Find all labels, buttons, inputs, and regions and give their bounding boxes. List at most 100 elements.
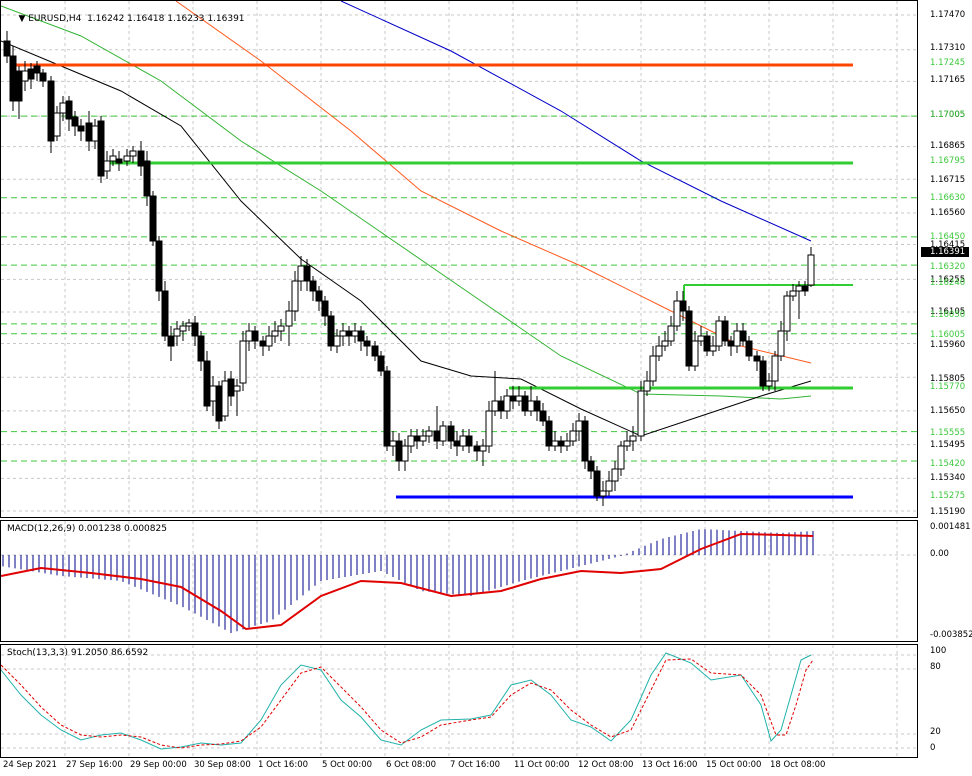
- macd-pane[interactable]: MACD(12,26,9) 0.001238 0.000825: [0, 520, 918, 642]
- ma-black-line: [1, 40, 812, 437]
- symbol-header: ▼ EURUSD,H4 1.16242 1.16418 1.16233 1.16…: [7, 4, 244, 34]
- candle-body: [491, 400, 499, 412]
- macd-signal-line: [1, 532, 814, 631]
- candle-body: [221, 380, 229, 417]
- level-label-1.17245: 1.17245: [930, 58, 966, 68]
- price-tick-label: 1.16865: [930, 141, 966, 151]
- candle-body: [575, 420, 583, 432]
- candle-body: [557, 440, 565, 447]
- price-tick-label: 1.17310: [930, 43, 966, 53]
- candle-body: [291, 280, 299, 312]
- level-label-1.16240: 1.16240: [930, 278, 966, 288]
- price-tick-label: 1.15805: [930, 374, 966, 384]
- candle-body: [327, 315, 335, 347]
- candle-body: [581, 420, 589, 462]
- price-tick-label: 1.16415: [930, 240, 966, 250]
- candle-body: [605, 480, 613, 492]
- level-label-1.16005: 1.16005: [930, 330, 966, 340]
- candle-body: [759, 360, 767, 387]
- candle-body: [439, 425, 447, 442]
- candle-body: [149, 195, 157, 242]
- candle-body: [545, 420, 553, 447]
- price-tick-label: 1.15960: [930, 340, 966, 350]
- candle-body: [233, 385, 241, 392]
- time-label: 12 Oct 08:00: [578, 760, 634, 770]
- stochastic-canvas[interactable]: [1, 645, 918, 758]
- candle-body: [777, 330, 785, 357]
- candle-body: [371, 345, 379, 357]
- candle-body: [47, 80, 55, 142]
- time-label: 5 Oct 00:00: [322, 760, 373, 770]
- candle-body: [563, 440, 571, 447]
- candle-body: [783, 295, 791, 332]
- candle-body: [297, 265, 305, 282]
- candle-body: [413, 435, 421, 442]
- candle-body: [339, 330, 347, 337]
- collapse-triangle-icon[interactable]: ▼: [18, 14, 29, 24]
- price-chart-canvas[interactable]: [1, 1, 918, 518]
- time-label: 1 Oct 16:00: [258, 760, 309, 770]
- candle-body: [179, 325, 187, 332]
- macd-axis-label: 0.001481: [930, 522, 971, 532]
- candle-body: [419, 435, 427, 442]
- macd-axis-label: -0.003852: [930, 630, 972, 640]
- candle-body: [433, 430, 441, 442]
- candle-body: [539, 410, 547, 422]
- candle-body: [789, 290, 797, 297]
- candle-body: [599, 490, 607, 497]
- candle-body: [611, 468, 619, 482]
- stochastic-main-line: [1, 652, 812, 750]
- candle-body: [191, 322, 199, 337]
- candle-body: [351, 330, 359, 337]
- macd-label: MACD(12,26,9) 0.001238 0.000825: [7, 524, 167, 534]
- candle-body: [3, 40, 11, 57]
- stoch-axis-label: 80: [930, 662, 941, 672]
- candle-body: [771, 355, 779, 382]
- candle-body: [363, 340, 371, 347]
- candle-body: [109, 155, 117, 162]
- candle-body: [383, 370, 391, 447]
- stochastic-pane[interactable]: Stoch(13,3,3) 91.2050 86.6592: [0, 644, 918, 758]
- candle-body: [503, 395, 511, 412]
- candle-body: [795, 285, 803, 292]
- candle-body: [569, 430, 577, 442]
- candle-body: [551, 440, 559, 447]
- time-label: 15 Oct 00:00: [706, 760, 762, 770]
- candle-body: [65, 100, 73, 120]
- candle-body: [27, 68, 35, 80]
- candle-body: [203, 360, 211, 407]
- level-label-1.15770: 1.15770: [930, 382, 966, 392]
- candle-body: [479, 445, 487, 452]
- ma-green-line: [1, 5, 812, 400]
- candle-body: [679, 300, 687, 312]
- price-chart-pane[interactable]: ▼ EURUSD,H4 1.16242 1.16418 1.16233 1.16…: [0, 0, 918, 518]
- candle-body: [533, 400, 541, 412]
- time-label: 13 Oct 16:00: [642, 760, 698, 770]
- candle-body: [357, 330, 365, 342]
- candle-body: [321, 300, 329, 317]
- candle-body: [465, 435, 473, 447]
- candle-body: [685, 310, 693, 367]
- stoch-axis-label: 20: [930, 727, 941, 737]
- level-label-1.16450: 1.16450: [930, 232, 966, 242]
- macd-canvas[interactable]: [1, 521, 918, 642]
- candle-body: [407, 435, 415, 447]
- candle-body: [745, 340, 753, 357]
- candle-body: [587, 460, 595, 472]
- price-tick-label: 1.15495: [930, 440, 966, 450]
- candle-body: [77, 125, 85, 132]
- candle-body: [285, 310, 293, 327]
- level-label-1.15555: 1.15555: [930, 428, 966, 438]
- candle-body: [215, 385, 223, 422]
- candle-body: [259, 340, 267, 347]
- candle-body: [21, 70, 29, 82]
- candle-body: [709, 345, 717, 352]
- candle-body: [521, 395, 529, 412]
- candle-body: [509, 395, 517, 402]
- candle-body: [697, 335, 705, 342]
- candle-body: [123, 155, 131, 162]
- level-label-1.16795: 1.16795: [930, 156, 966, 166]
- candle-body: [765, 380, 773, 387]
- candle-body: [715, 320, 723, 347]
- candle-body: [245, 330, 253, 342]
